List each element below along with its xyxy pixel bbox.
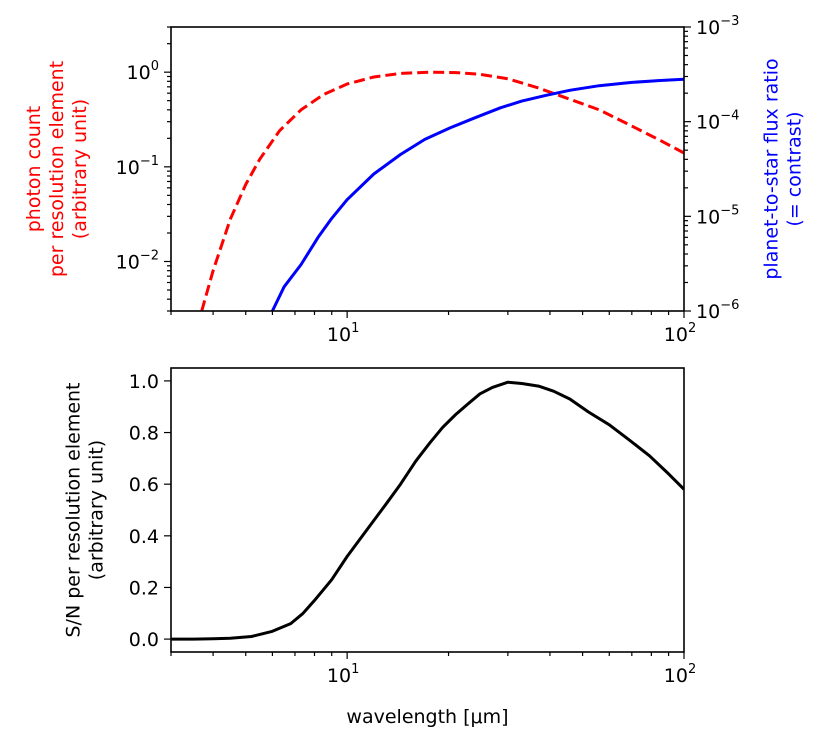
planet-to-star-flux-ratio-line xyxy=(271,77,684,311)
tick-label: 101 xyxy=(327,321,359,346)
bottom-axes-frame xyxy=(170,367,685,653)
top-axes-frame xyxy=(170,26,685,312)
bottom-x-axis-ticks: 101 102 xyxy=(170,652,696,687)
x-axis-label: wavelength [μm] xyxy=(346,706,508,728)
bottom-plot-series xyxy=(171,380,684,641)
tick-label: 100 xyxy=(127,59,159,84)
bottom-panel: 101 102 0.0 0.2 0.4 0.6 0.8 1.0 S/N per resolu… xyxy=(63,367,696,728)
s-n-per-resolution-element-line xyxy=(171,380,684,641)
bottom-y-axis-label: S/N per resolution element(arbitrary uni… xyxy=(63,382,108,637)
top-panel: 101 102 100 10−1 10−2 10−3 10−4 10−5 10−6 phot… xyxy=(23,14,806,346)
tick-label: 10−1 xyxy=(116,154,159,179)
top-x-axis-ticks: 101 102 xyxy=(170,311,696,346)
top-right-y-axis-label: planet-to-star flux ratio(= contrast) xyxy=(761,58,806,279)
top-plot-series xyxy=(200,70,684,311)
bottom-y-axis-ticks: 0.0 0.2 0.4 0.6 0.8 1.0 xyxy=(129,371,171,651)
tick-label: 0.6 xyxy=(129,474,159,496)
tick-label: 0.2 xyxy=(129,577,159,599)
tick-label: 10−4 xyxy=(696,109,739,134)
top-left-y-axis-label: photon countper resolution element(arbit… xyxy=(23,61,91,277)
photon-count-per-resolution-element-line xyxy=(200,70,684,311)
tick-label: 10−6 xyxy=(696,298,739,323)
tick-label: 10−5 xyxy=(696,203,739,228)
tick-label: 10−3 xyxy=(696,14,739,39)
tick-label: 10−2 xyxy=(116,249,159,274)
tick-label: 0.8 xyxy=(129,423,159,445)
top-left-y-axis-ticks: 100 10−1 10−2 xyxy=(116,26,171,312)
tick-label: 102 xyxy=(664,662,696,687)
tick-label: 101 xyxy=(327,662,359,687)
top-right-y-axis-ticks: 10−3 10−4 10−5 10−6 xyxy=(684,14,739,323)
tick-label: 0.4 xyxy=(129,526,159,548)
tick-label: 102 xyxy=(664,321,696,346)
tick-label: 1.0 xyxy=(129,371,159,393)
tick-label: 0.0 xyxy=(129,629,159,651)
